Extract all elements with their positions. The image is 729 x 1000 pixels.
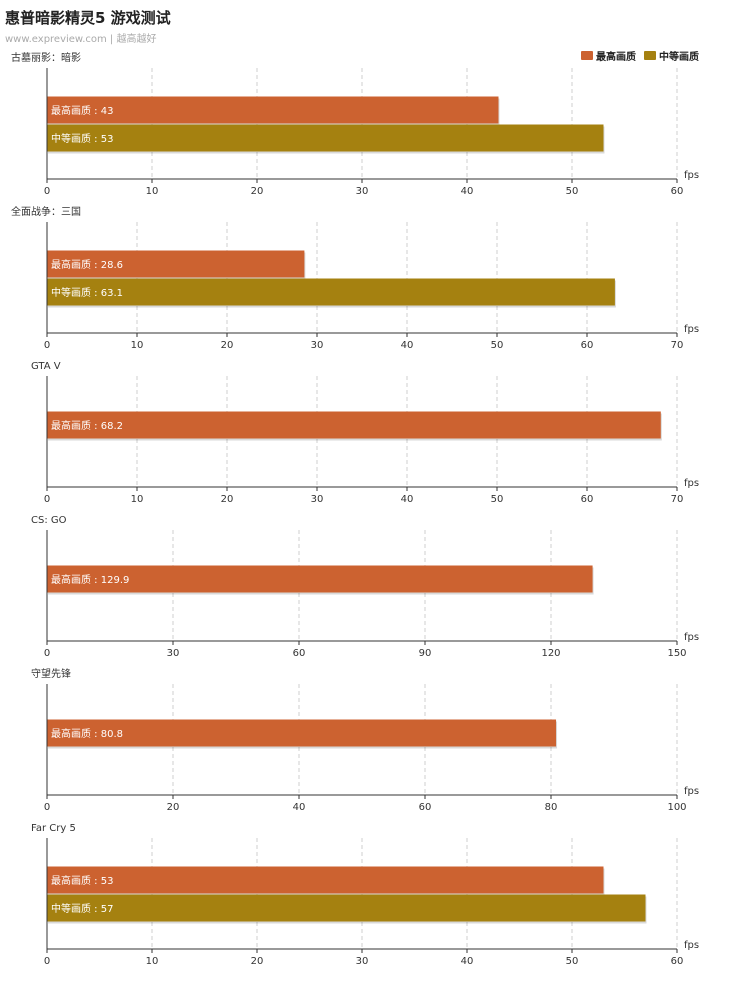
legend-swatch-mid (644, 51, 656, 60)
tick-label: 10 (131, 494, 144, 505)
tick-label: 10 (131, 340, 144, 351)
bar (47, 565, 593, 593)
tick-label: 100 (667, 802, 686, 813)
tick-label: 10 (146, 956, 159, 967)
bar (47, 894, 646, 922)
x-axis-unit: fps (684, 170, 699, 181)
data-label: 最高画质 : 43 (51, 104, 113, 117)
tick-label: 40 (401, 340, 414, 351)
x-axis-unit: fps (684, 940, 699, 951)
legend: 最高画质 中等画质 (581, 48, 699, 63)
tick-label: 150 (667, 648, 686, 659)
tick-label: 40 (401, 494, 414, 505)
chart-title: GTA V (31, 361, 61, 372)
bar (47, 411, 661, 439)
tick-label: 20 (221, 340, 234, 351)
legend-label-mid: 中等画质 (659, 52, 699, 63)
tick-label: 80 (545, 802, 558, 813)
data-label: 中等画质 : 63.1 (51, 286, 123, 299)
data-label: 最高画质 : 53 (51, 874, 113, 887)
x-axis-unit: fps (684, 478, 699, 489)
chart-panel-4: 守望先锋 0 20 40 60 80 100 最高画质 : 80.8 fps (31, 667, 699, 813)
tick-label: 30 (356, 956, 369, 967)
tick-label: 60 (293, 648, 306, 659)
tick-label: 50 (491, 494, 504, 505)
chart-panel-0: 古墓丽影：暗影 0 10 20 30 40 50 60 最高画质 : 43 中等画质 : 53 fp… (11, 51, 699, 197)
tick-label: 50 (566, 186, 579, 197)
tick-label: 60 (581, 340, 594, 351)
x-axis-unit: fps (684, 324, 699, 335)
tick-label: 90 (419, 648, 432, 659)
legend-item-mid[interactable]: 中等画质 (644, 48, 699, 63)
tick-label: 20 (251, 956, 264, 967)
chart-panel-3: CS: GO 0 30 60 90 120 150 最高画质 : 129.9 fps (31, 515, 699, 659)
chart-panel-2: GTA V 0 10 20 30 40 50 60 70 最高画质 : 68.2 fps (31, 361, 699, 505)
data-label: 中等画质 : 57 (51, 902, 113, 915)
tick-label: 0 (44, 340, 50, 351)
tick-label: 0 (44, 186, 50, 197)
tick-label: 40 (461, 186, 474, 197)
data-label: 最高画质 : 28.6 (51, 258, 123, 271)
legend-swatch-max (581, 51, 593, 60)
tick-label: 50 (491, 340, 504, 351)
bar (47, 866, 604, 894)
page-subtitle: www.expreview.com | 越高越好 (5, 34, 157, 45)
tick-label: 0 (44, 494, 50, 505)
tick-label: 60 (581, 494, 594, 505)
tick-label: 20 (221, 494, 234, 505)
page-title: 惠普暗影精灵5 游戏测试 (5, 9, 171, 27)
tick-label: 40 (293, 802, 306, 813)
chart-title: 守望先锋 (31, 667, 71, 680)
tick-label: 60 (671, 956, 684, 967)
tick-label: 30 (356, 186, 369, 197)
tick-label: 70 (671, 340, 684, 351)
tick-label: 60 (419, 802, 432, 813)
data-label: 最高画质 : 68.2 (51, 419, 123, 432)
chart-title: Far Cry 5 (31, 823, 76, 834)
tick-label: 20 (251, 186, 264, 197)
data-label: 最高画质 : 80.8 (51, 727, 123, 740)
legend-label-max: 最高画质 (596, 52, 636, 63)
x-axis-unit: fps (684, 786, 699, 797)
legend-item-max[interactable]: 最高画质 (581, 48, 636, 63)
tick-label: 0 (44, 802, 50, 813)
bar (47, 278, 615, 306)
chart-title: 古墓丽影：暗影 (11, 51, 81, 64)
chart-panel-5: Far Cry 5 0 10 20 30 40 50 60 最高画质 : 53 中等画质 : 57… (31, 823, 699, 967)
tick-label: 10 (146, 186, 159, 197)
chart-panel-1: 全面战争：三国 0 10 20 30 40 50 60 70 最高画质 : 28.6 中等画质 : … (11, 205, 699, 351)
tick-label: 20 (167, 802, 180, 813)
tick-label: 30 (311, 340, 324, 351)
tick-label: 30 (167, 648, 180, 659)
tick-label: 60 (671, 186, 684, 197)
data-label: 最高画质 : 129.9 (51, 573, 129, 586)
chart-title: CS: GO (31, 515, 67, 526)
bar (47, 250, 305, 278)
tick-label: 30 (311, 494, 324, 505)
bar (47, 96, 499, 124)
bar (47, 719, 557, 747)
tick-label: 120 (541, 648, 560, 659)
tick-label: 0 (44, 648, 50, 659)
tick-label: 0 (44, 956, 50, 967)
chart-title: 全面战争：三国 (11, 205, 81, 218)
x-axis-unit: fps (684, 632, 699, 643)
bar (47, 124, 604, 152)
tick-label: 50 (566, 956, 579, 967)
tick-label: 70 (671, 494, 684, 505)
tick-label: 40 (461, 956, 474, 967)
data-label: 中等画质 : 53 (51, 132, 113, 145)
